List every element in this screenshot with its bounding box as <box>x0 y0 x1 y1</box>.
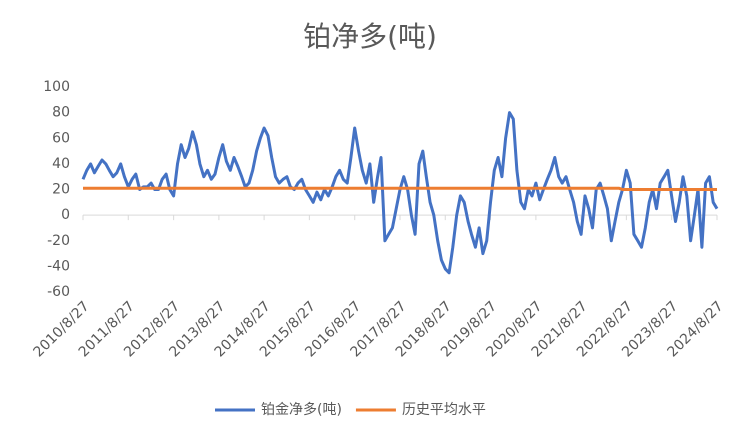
y-tick-label: 80 <box>52 105 70 121</box>
legend-label: 历史平均水平 <box>402 402 486 418</box>
legend-label: 铂金净多(吨) <box>261 401 342 418</box>
y-tick-label: 0 <box>61 207 70 223</box>
series-line <box>81 111 719 275</box>
y-tick-label: 60 <box>52 130 70 146</box>
y-tick-label: -40 <box>47 258 70 274</box>
y-tick-label: -20 <box>47 233 70 249</box>
y-tick-label: 20 <box>52 182 70 198</box>
chart-title: 铂净多(吨) <box>303 20 437 53</box>
y-tick-label: 40 <box>52 156 70 172</box>
series-line <box>83 186 717 191</box>
y-tick-label: -60 <box>47 284 70 300</box>
y-tick-label: 100 <box>43 79 70 95</box>
